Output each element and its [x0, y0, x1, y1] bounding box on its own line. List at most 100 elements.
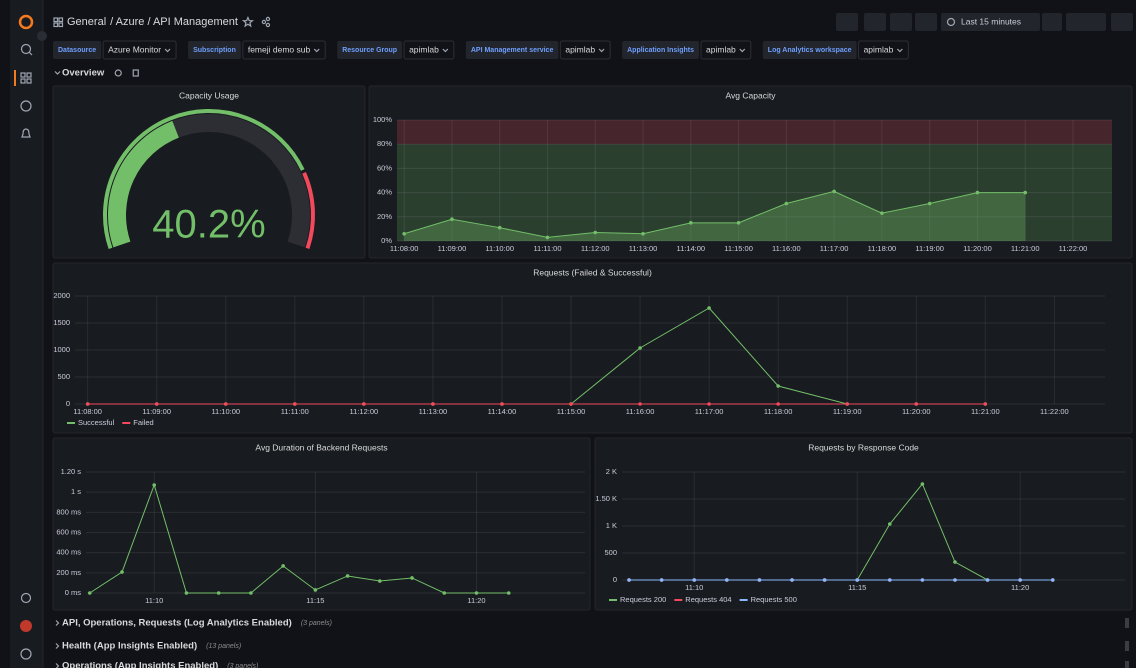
- data-point: [87, 591, 92, 595]
- icon-square: [26, 72, 32, 78]
- row-chevron: [55, 643, 60, 649]
- y-tick-label: 20%: [377, 212, 392, 221]
- x-tick-label: 11:10:00: [485, 244, 514, 253]
- legend-label: Requests 500: [751, 595, 797, 604]
- y-tick-label: 500: [604, 548, 617, 557]
- variable-label-box: [465, 41, 559, 59]
- icon-square: [20, 72, 26, 78]
- add-panel-button[interactable]: [836, 13, 858, 31]
- gauge-threshold-base: [103, 109, 305, 249]
- x-tick-label: 11:09:00: [142, 407, 171, 416]
- explore-icon[interactable]: [20, 100, 32, 112]
- share-icon[interactable]: [261, 16, 271, 28]
- x-tick-label: 11:15: [306, 596, 324, 605]
- panel-background: [368, 85, 1133, 259]
- x-tick-label: 11:14:00: [488, 407, 517, 416]
- search-icon[interactable]: [20, 43, 32, 55]
- variable-select[interactable]: [559, 40, 611, 60]
- panel: Requests by Response Code 0 500 1 K 1.50 K 2 …: [594, 437, 1133, 611]
- data-point: [983, 402, 988, 406]
- y-tick-label: 1000: [53, 345, 70, 354]
- dashboard-title[interactable]: / Azure / API Management: [110, 16, 238, 28]
- panel-title: Avg Duration of Backend Requests: [255, 442, 387, 452]
- x-tick-label: 11:15:00: [724, 244, 753, 253]
- y-tick-label: 0%: [381, 236, 392, 245]
- panel-title: Capacity Usage: [179, 90, 239, 100]
- series-line: [404, 190, 1026, 238]
- y-tick-label: 1500: [53, 318, 70, 327]
- x-tick-label: 11:15: [848, 583, 866, 592]
- data-point: [757, 578, 762, 582]
- panel: Capacity Usage 40.2%: [52, 85, 366, 259]
- variable-value: Azure Monitor: [108, 44, 161, 54]
- data-point: [822, 578, 827, 582]
- variable-label: Subscription: [193, 47, 236, 54]
- variable-select[interactable]: [242, 40, 326, 60]
- data-point: [293, 402, 297, 406]
- data-point: [497, 225, 502, 230]
- row-settings-icon[interactable]: [114, 69, 122, 77]
- row-header[interactable]: Overview: [54, 68, 139, 79]
- variable-select[interactable]: [102, 40, 177, 60]
- x-tick-label: 11:20:00: [902, 407, 931, 416]
- logo[interactable]: [18, 14, 34, 30]
- tv-mode-button[interactable]: [1111, 13, 1133, 31]
- dropdown-chevron: [896, 48, 903, 53]
- variable-label-box: [53, 41, 102, 59]
- variable-select[interactable]: [700, 40, 752, 60]
- data-point: [345, 574, 350, 578]
- icon-square: [53, 17, 59, 23]
- dashboards-icon[interactable]: [20, 72, 32, 84]
- data-point: [154, 402, 159, 406]
- x-tick-label: 11:12:00: [350, 407, 379, 416]
- y-tick-label: 1.50 K: [595, 494, 617, 503]
- x-tick-label: 11:20:00: [963, 244, 992, 253]
- gauge-threshold-high: [302, 172, 315, 249]
- row-header[interactable]: Health (App Insights Enabled) (13 panels): [55, 641, 1129, 652]
- data-point: [953, 578, 957, 582]
- time-picker[interactable]: [941, 13, 1040, 31]
- y-tick-label: 2000: [53, 291, 70, 300]
- row-drag-handle: [1125, 618, 1129, 628]
- row-chevron: [55, 620, 60, 626]
- help-icon[interactable]: [20, 648, 32, 660]
- info-button[interactable]: [890, 13, 912, 31]
- row-header[interactable]: API, Operations, Requests (Log Analytics…: [55, 618, 1129, 629]
- x-tick-label: 11:21:00: [1011, 244, 1040, 253]
- save-button[interactable]: [864, 13, 886, 31]
- dropdown-chevron: [442, 48, 449, 53]
- data-point: [920, 578, 925, 582]
- dropdown-chevron: [598, 48, 605, 53]
- gauge-value: 40.2%: [152, 203, 265, 247]
- x-tick-label: 11:18:00: [764, 407, 793, 416]
- data-point: [707, 306, 711, 310]
- data-point: [659, 578, 664, 582]
- avatar[interactable]: [20, 620, 32, 632]
- settings-button[interactable]: [915, 13, 937, 31]
- star-icon[interactable]: [241, 15, 255, 28]
- row-delete-icon[interactable]: [132, 69, 139, 77]
- dropdown-chevron: [313, 48, 320, 53]
- variable-select[interactable]: [403, 40, 455, 60]
- share-node: [265, 22, 271, 28]
- data-point: [776, 384, 780, 388]
- breadcrumb-folder[interactable]: General: [67, 16, 106, 28]
- data-point: [790, 578, 794, 582]
- variable-select[interactable]: [858, 40, 909, 60]
- alerting-icon[interactable]: [21, 128, 31, 138]
- variable-label-box: [622, 41, 700, 59]
- settings-icon[interactable]: [20, 592, 32, 604]
- icon-square: [58, 17, 64, 23]
- data-point: [692, 578, 697, 582]
- icon-square: [58, 22, 64, 28]
- zoom-out-button[interactable]: [1042, 13, 1062, 31]
- data-point: [707, 402, 711, 406]
- x-tick-label: 11:19:00: [915, 244, 944, 253]
- sidebar-toggle[interactable]: [37, 31, 47, 41]
- panel-background: [52, 262, 1133, 434]
- variable-value: apimlab: [706, 44, 736, 54]
- y-tick-label: 500: [57, 372, 70, 381]
- refresh-button[interactable]: [1066, 13, 1106, 31]
